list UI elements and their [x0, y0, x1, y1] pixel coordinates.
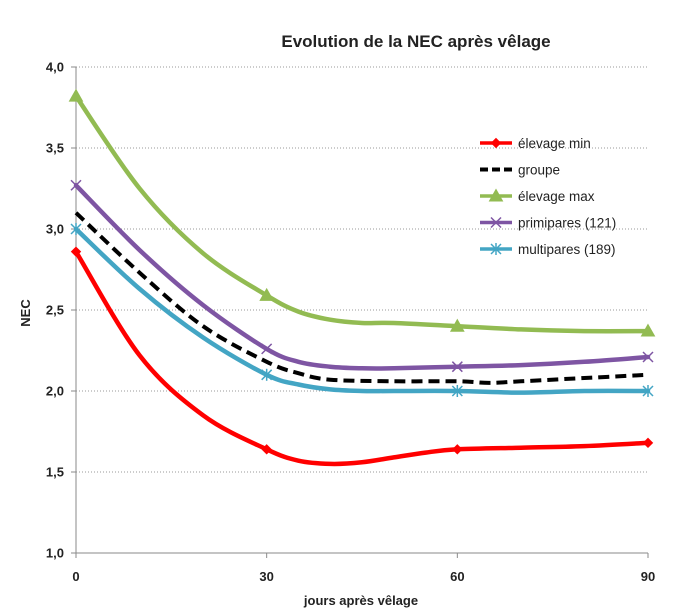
legend-label: élevage min [518, 136, 591, 151]
data-point [640, 323, 656, 337]
legend-marker [488, 188, 504, 202]
legend-item: groupe [480, 163, 560, 178]
series-line [73, 93, 651, 334]
series-4 [70, 223, 654, 397]
data-point [451, 361, 463, 373]
legend-item: multipares (189) [480, 242, 616, 257]
data-point [70, 223, 82, 235]
data-point [642, 351, 654, 363]
y-tick-label: 2,0 [46, 384, 64, 399]
legend: élevage min groupe élevage max primipares (… [480, 136, 616, 257]
legend-label: primipares (121) [518, 216, 616, 231]
legend-label: multipares (189) [518, 242, 616, 257]
series-2 [68, 88, 656, 337]
x-tick-labels: 0 30 60 90 [72, 569, 655, 584]
x-tick-label: 30 [259, 569, 273, 584]
legend-item: élevage max [480, 188, 595, 204]
data-point [259, 287, 275, 301]
x-axis-label: jours après vêlage [303, 593, 418, 608]
legend-marker [490, 243, 502, 255]
series-1 [74, 211, 649, 385]
series-line [73, 249, 651, 467]
x-tick-label: 60 [450, 569, 464, 584]
data-point [261, 368, 273, 381]
x-tick-label: 90 [641, 569, 655, 584]
data-point [68, 88, 84, 102]
y-tick-label: 2,5 [46, 303, 64, 318]
y-tick-label: 4,0 [46, 60, 64, 75]
legend-marker [490, 216, 502, 229]
series-3 [70, 179, 654, 373]
legend-marker [490, 137, 502, 149]
data-point [261, 444, 272, 455]
chart-title: Evolution de la NEC après vêlage [281, 32, 550, 51]
data-point [642, 437, 654, 449]
data-point [451, 385, 463, 397]
series-line [73, 226, 651, 395]
legend-item: élevage min [480, 136, 591, 151]
x-tick-label: 0 [72, 569, 79, 584]
data-point [452, 444, 463, 455]
data-point [70, 179, 82, 191]
series-0 [70, 246, 654, 467]
legend-label: élevage max [518, 189, 595, 204]
y-axis-label: NEC [18, 299, 33, 327]
data-point [642, 385, 654, 397]
y-tick-label: 3,5 [46, 141, 64, 156]
series-line [74, 211, 649, 385]
legend-item: primipares (121) [480, 216, 616, 231]
series-line [73, 183, 651, 371]
legend-label: groupe [518, 163, 560, 178]
data-point [261, 343, 273, 355]
data-point [70, 246, 82, 257]
y-tick-labels: 1,0 1,5 2,0 2,5 3,0 3,5 4,0 [46, 60, 64, 561]
data-point [449, 318, 465, 332]
y-tick-label: 1,0 [46, 546, 64, 561]
series-lines [68, 88, 656, 467]
y-tick-label: 1,5 [46, 465, 64, 480]
axes [71, 66, 649, 558]
y-tick-label: 3,0 [46, 222, 64, 237]
